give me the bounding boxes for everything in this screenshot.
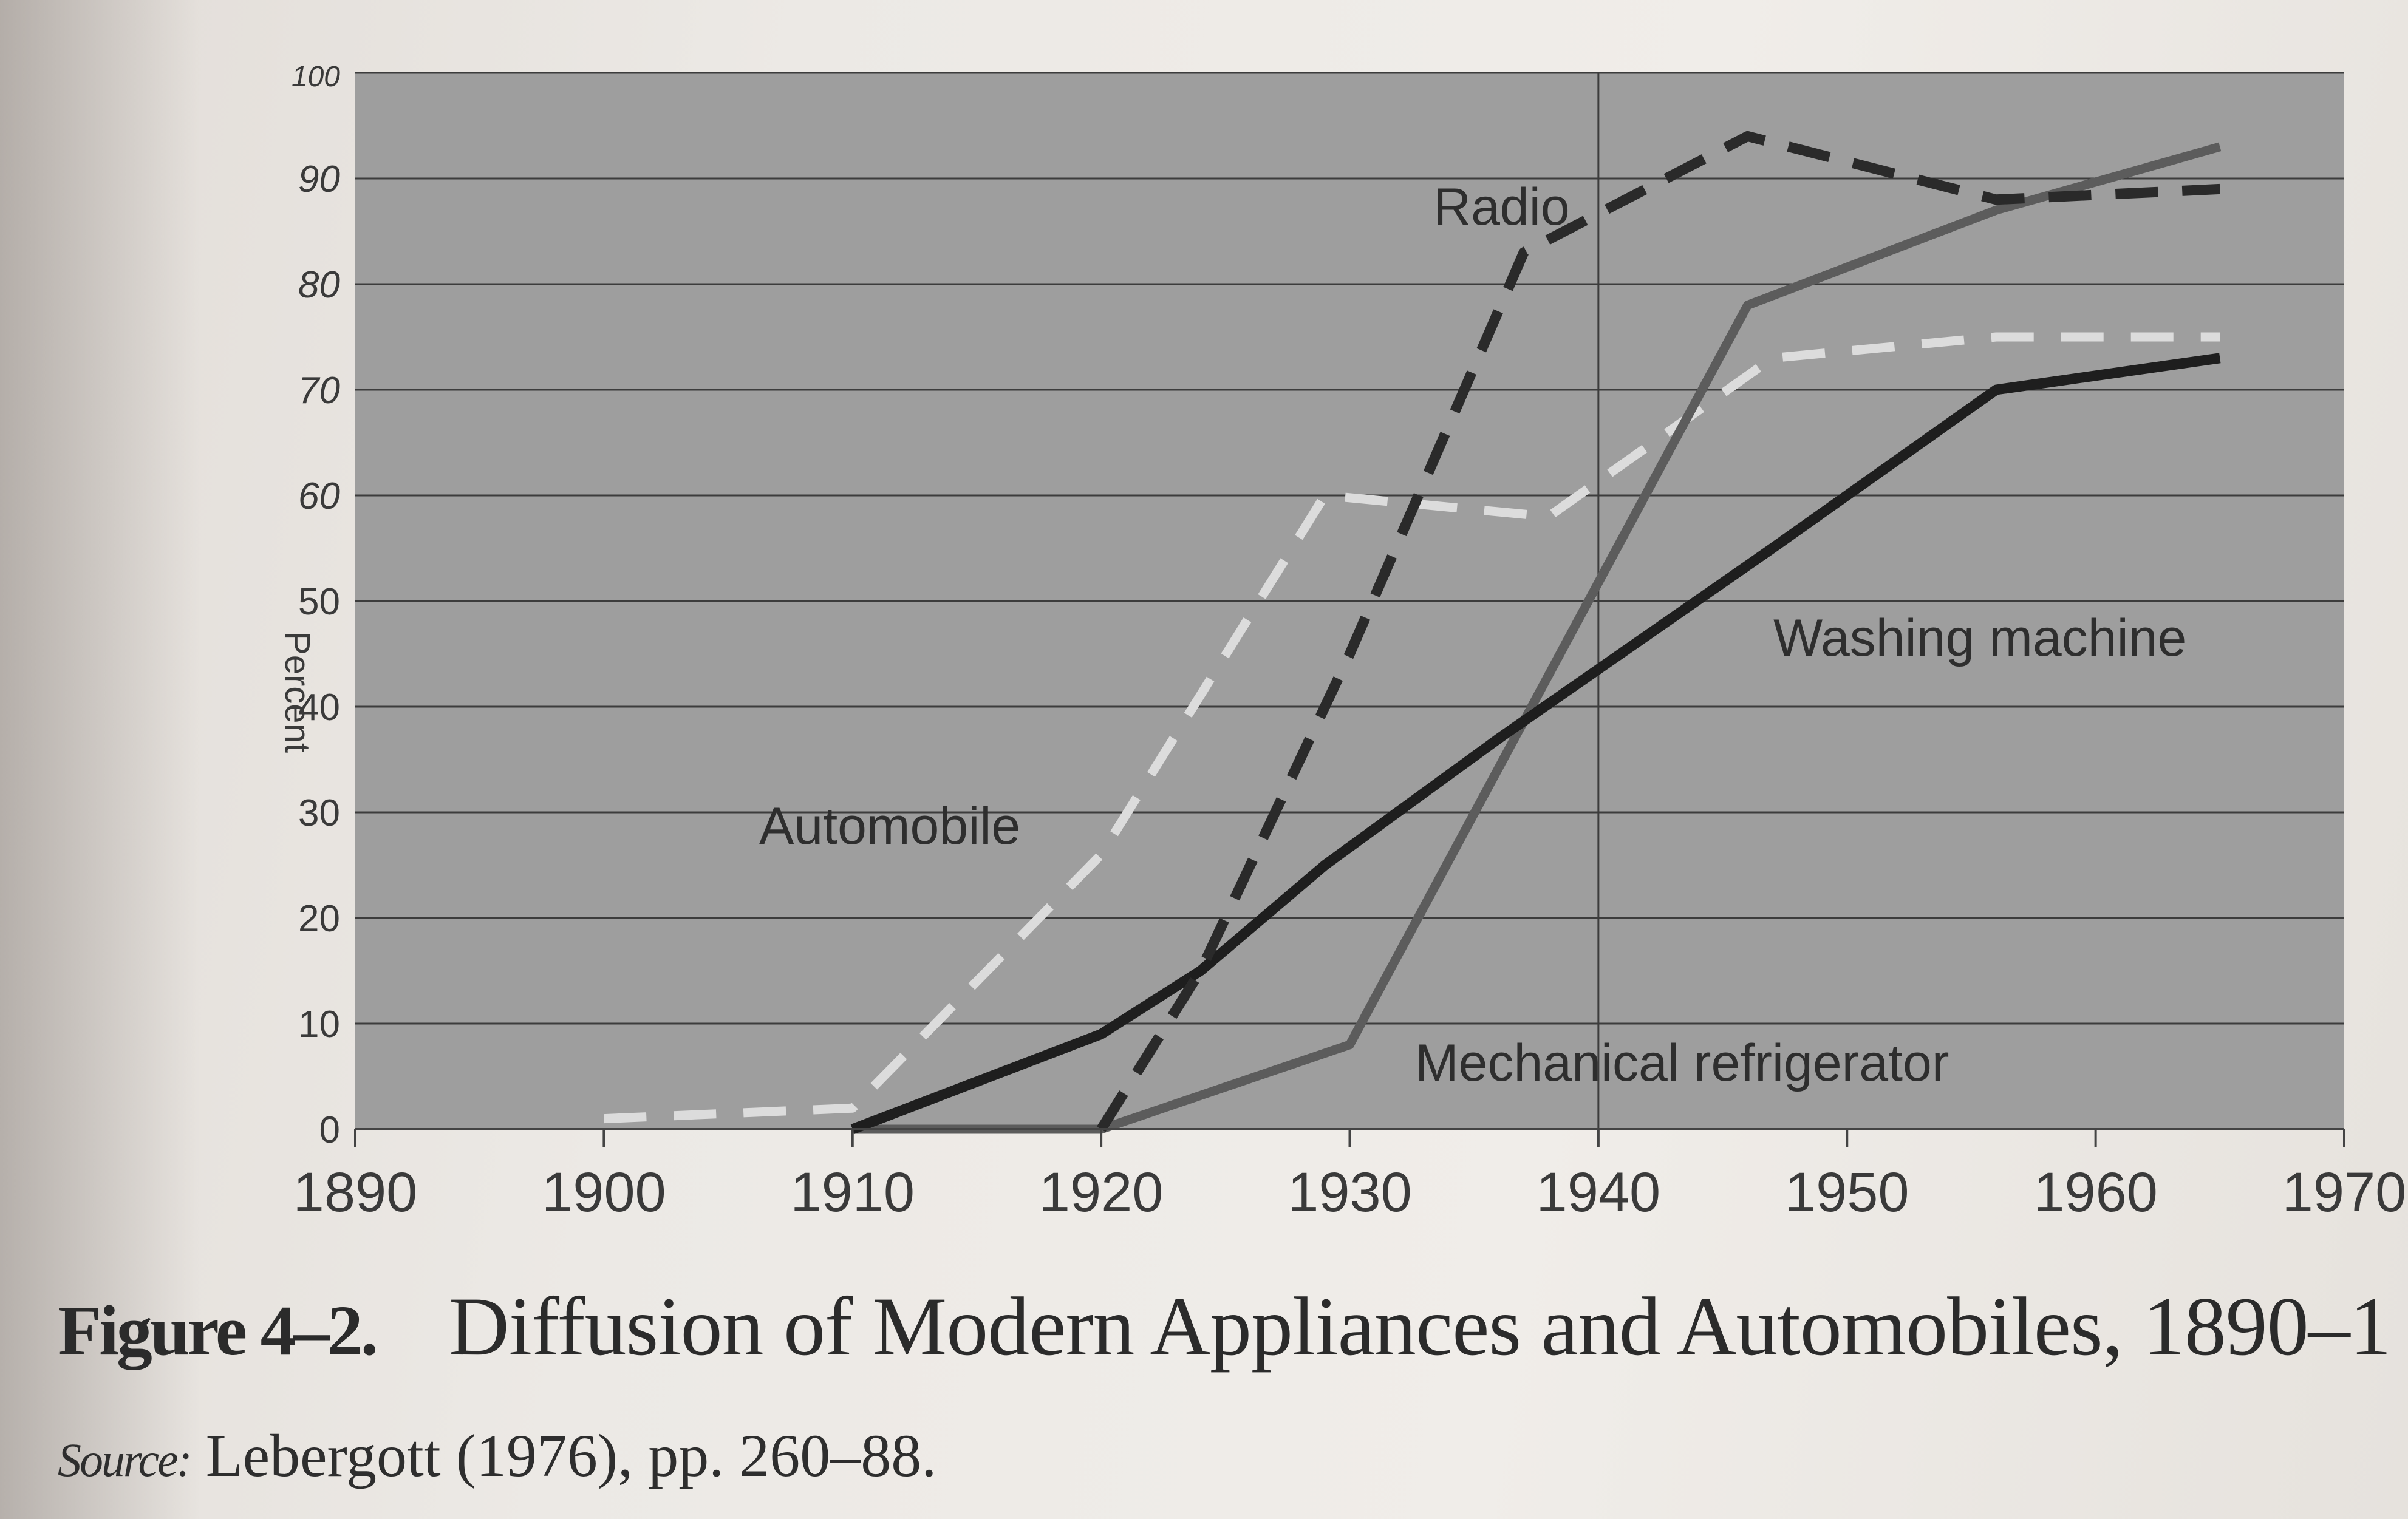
figure-caption: Figure 4–2. Diffusion of Modern Appliance… (58, 1278, 2392, 1375)
y-tick-label: 60 (298, 475, 340, 517)
y-tick-label: 50 (298, 581, 340, 623)
y-tick-label: 70 (298, 370, 340, 412)
y-tick-label: 40 (298, 687, 340, 729)
series-label-automobile: Automobile (759, 797, 1020, 855)
x-tick-label: 1940 (1537, 1161, 1661, 1223)
source-note: Source: Lebergott (1976), pp. 260–88. (58, 1421, 936, 1490)
x-tick-label: 1960 (2033, 1161, 2158, 1223)
series-label-mechanical-refrigerator: Mechanical refrigerator (1415, 1034, 1949, 1092)
series-line-radio (1096, 131, 2220, 1132)
y-tick-label: 20 (298, 898, 340, 940)
y-axis-title: Percent (278, 631, 317, 753)
figure-title: Diffusion of Modern Appliances and Autom… (449, 1280, 2392, 1373)
y-tick-label: 0 (319, 1109, 340, 1151)
x-tick-label: 1920 (1039, 1161, 1164, 1223)
x-tick-label: 1890 (293, 1161, 418, 1223)
x-tick-label: 1950 (1785, 1161, 1909, 1223)
series-label-washing-machine: Washing machine (1773, 609, 2186, 667)
y-tick-label: 90 (298, 158, 340, 200)
y-tick-label: 80 (298, 264, 340, 306)
figure-number: Figure 4–2. (58, 1291, 378, 1370)
y-tick-label: 100 (292, 61, 340, 93)
series-line-washing-machine (850, 353, 2221, 1134)
x-tick-label: 1930 (1288, 1161, 1412, 1223)
source-label: Source: (58, 1433, 193, 1486)
series-label-radio: Radio (1433, 178, 1570, 236)
labels: Automobile Radio Washing machine Mechanical… (759, 178, 2186, 1092)
axes: 0 10 20 30 40 50 60 70 80 90 100 1890 1900 1910 1920 19… (278, 61, 2406, 1223)
x-tick-label: 1900 (542, 1161, 666, 1223)
source-text: Lebergott (1976), pp. 260–88. (205, 1422, 937, 1489)
y-tick-label: 30 (298, 792, 340, 834)
y-tick-label: 10 (298, 1004, 340, 1045)
page-fold-shadow (0, 0, 200, 1519)
series-line-automobile (604, 332, 2220, 1124)
x-tick-label: 1970 (2282, 1161, 2407, 1223)
x-tick-label: 1910 (790, 1161, 915, 1223)
